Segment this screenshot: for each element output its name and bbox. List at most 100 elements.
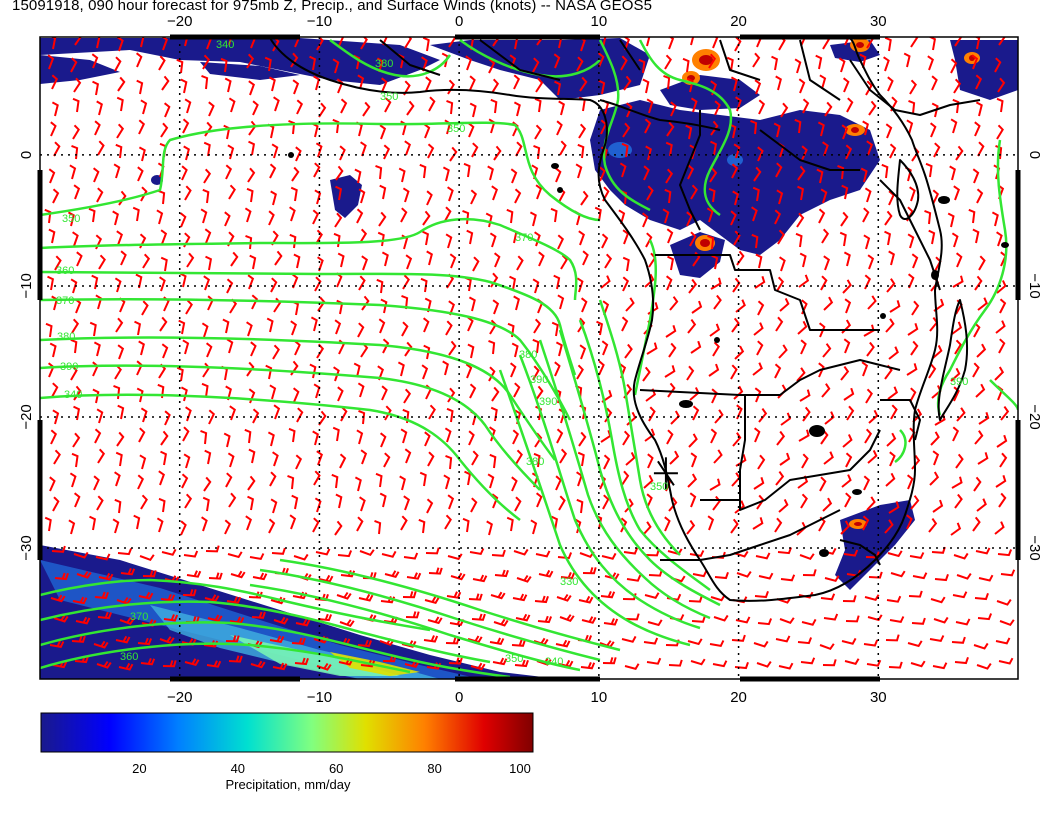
wind-barb: [274, 250, 283, 266]
wind-barb: [50, 595, 66, 603]
wind-barb: [268, 76, 276, 92]
wind-barb: [974, 592, 989, 601]
wind-barb: [535, 77, 544, 93]
wind-barb: [953, 552, 969, 560]
wind-barb: [822, 343, 832, 358]
wind-barb: [668, 659, 683, 667]
lon-label-bottom: −20: [167, 689, 192, 706]
contour-label: 380: [519, 349, 537, 361]
wind-barb: [861, 361, 869, 377]
contour-label: 330: [560, 576, 578, 588]
wind-barb: [339, 145, 346, 161]
wind-barb: [950, 58, 958, 74]
wind-barb: [50, 121, 57, 137]
wind-barb: [380, 77, 388, 93]
wind-barb: [933, 616, 949, 624]
wind-barb: [843, 387, 855, 401]
wind-barb-flag: [434, 616, 440, 623]
wind-barb: [999, 619, 1015, 627]
wind-barb: [160, 229, 168, 245]
wind-barb: [335, 185, 343, 201]
wind-barb: [158, 55, 166, 71]
wind-barb: [92, 167, 100, 183]
wind-barb: [269, 636, 285, 644]
wind-barb: [98, 573, 114, 581]
wind-barb: [778, 344, 788, 359]
wind-barb: [74, 655, 89, 664]
wind-barb: [516, 255, 524, 271]
wind-barb: [115, 451, 123, 467]
wind-barb-flag: [125, 662, 131, 670]
wind-barb-flag: [167, 594, 172, 601]
wind-barb: [866, 659, 882, 667]
wind-barb: [489, 232, 497, 248]
wind-barb-flag: [430, 635, 435, 642]
wind-barb: [291, 273, 299, 289]
wind-barb: [223, 432, 231, 448]
wind-barb: [642, 78, 650, 94]
wind-barb: [888, 661, 903, 669]
wind-barb: [644, 273, 655, 288]
contour-label: 350: [62, 213, 80, 225]
wind-barb: [377, 231, 385, 247]
wind-barb: [337, 252, 345, 268]
wind-barb: [426, 190, 433, 206]
wind-barb: [445, 637, 460, 645]
wind-barb: [273, 617, 289, 625]
wind-barb: [488, 339, 496, 355]
wind-barb: [138, 119, 146, 135]
wind-barb: [906, 514, 913, 530]
bottom-lon-labels: −20 −10 0 10 20 30: [167, 676, 887, 706]
wind-barb: [931, 102, 939, 118]
wind-barb: [179, 212, 187, 228]
wind-barb: [93, 641, 109, 649]
wind-barb: [950, 118, 958, 134]
wind-barb: [951, 636, 966, 644]
wind-barb: [682, 57, 690, 73]
wind-barb: [954, 339, 962, 355]
contour-label: 390: [530, 374, 548, 386]
wind-barb: [506, 516, 514, 532]
wind-barb: [404, 37, 413, 49]
wind-barb: [161, 548, 177, 556]
wind-barb: [758, 572, 774, 580]
wind-barb: [577, 317, 586, 333]
wind-barb: [817, 121, 825, 137]
wind-barb: [204, 449, 212, 465]
wind-barb: [909, 186, 916, 202]
wind-barb: [422, 317, 430, 333]
wind-barb: [318, 102, 327, 118]
wind-barb: [467, 343, 475, 359]
wind-barb: [445, 320, 453, 336]
wind-barb: [426, 250, 433, 266]
wind-barb: [647, 619, 663, 627]
wind-barb: [117, 37, 124, 52]
wind-barb: [76, 251, 83, 267]
wind-barb-flag: [521, 659, 526, 667]
wind-barb: [644, 428, 656, 442]
wind-barb: [249, 553, 265, 561]
wind-barb: [466, 229, 474, 245]
wind-barb: [228, 37, 233, 46]
wind-barb: [424, 297, 432, 313]
wind-barb: [96, 495, 104, 511]
wind-barb: [375, 472, 383, 488]
wind-barb: [646, 493, 653, 509]
wind-barb: [354, 476, 362, 492]
wind-barb: [601, 552, 617, 560]
wind-barb: [753, 166, 762, 182]
wind-barb: [287, 474, 295, 490]
wind-barb: [955, 252, 963, 268]
wind-barb-flag: [279, 662, 285, 669]
wind-barb: [361, 295, 370, 311]
wind-barb: [995, 637, 1011, 645]
wind-barb: [710, 277, 722, 290]
wind-barb: [427, 617, 443, 625]
wind-barb: [379, 184, 387, 200]
wind-barb: [114, 498, 122, 514]
wind-barb: [292, 79, 300, 95]
wind-barb: [888, 250, 895, 266]
wind-barb-flag: [213, 660, 218, 667]
wind-barb: [339, 453, 347, 469]
coastlines-borders: [269, 37, 981, 602]
